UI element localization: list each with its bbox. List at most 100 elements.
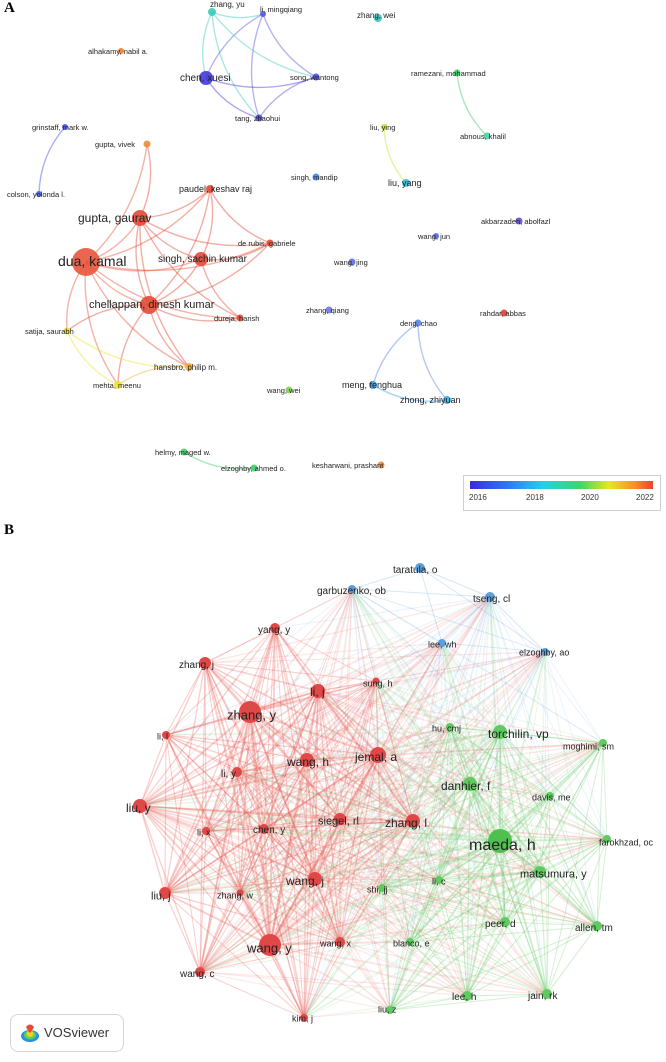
- author-node[interactable]: [260, 11, 266, 17]
- author-node[interactable]: [36, 191, 42, 197]
- author-node[interactable]: [515, 217, 523, 225]
- author-node[interactable]: [266, 239, 274, 247]
- author-node[interactable]: [312, 173, 320, 181]
- author-node[interactable]: [348, 258, 356, 266]
- citation-link: [236, 771, 506, 923]
- author-node[interactable]: [381, 124, 387, 130]
- citation-link: [339, 726, 451, 943]
- citation-link: [314, 871, 541, 880]
- cited-author-node[interactable]: [541, 648, 549, 656]
- coauthor-link: [85, 261, 190, 368]
- vosviewer-badge[interactable]: VOSviewer: [10, 1014, 124, 1052]
- cited-author-node[interactable]: [370, 747, 386, 763]
- citation-link: [249, 651, 546, 713]
- cited-author-node[interactable]: [300, 753, 314, 767]
- author-node[interactable]: [118, 48, 124, 54]
- author-node[interactable]: [143, 140, 151, 148]
- citation-link: [269, 596, 491, 946]
- cited-author-node[interactable]: [493, 725, 507, 739]
- cited-author-node[interactable]: [335, 937, 345, 947]
- cited-author-node[interactable]: [438, 639, 446, 647]
- cited-author-node[interactable]: [500, 917, 510, 927]
- cited-author-node[interactable]: [270, 623, 280, 633]
- cited-author-node[interactable]: [435, 876, 443, 884]
- cited-author-label: kim, j: [292, 1014, 313, 1024]
- author-node[interactable]: [285, 386, 293, 394]
- cited-author-node[interactable]: [378, 884, 386, 892]
- cited-author-node[interactable]: [232, 767, 242, 777]
- author-node[interactable]: [374, 14, 382, 22]
- author-node[interactable]: [377, 461, 385, 469]
- cited-author-node[interactable]: [259, 824, 269, 834]
- author-node[interactable]: [312, 73, 320, 81]
- author-node[interactable]: [114, 381, 122, 389]
- author-node[interactable]: [72, 248, 100, 276]
- author-node[interactable]: [236, 314, 244, 322]
- author-node[interactable]: [185, 363, 193, 371]
- author-node[interactable]: [402, 179, 410, 187]
- citation-link: [164, 731, 501, 894]
- cited-author-node[interactable]: [159, 887, 171, 899]
- author-node[interactable]: [132, 210, 148, 226]
- cited-author-node[interactable]: [534, 866, 546, 878]
- cited-author-node[interactable]: [236, 889, 244, 897]
- author-node[interactable]: [255, 114, 263, 122]
- author-node[interactable]: [199, 71, 213, 85]
- citation-link: [351, 567, 421, 590]
- cited-author-node[interactable]: [599, 739, 607, 747]
- author-node[interactable]: [250, 464, 258, 472]
- cited-author-node[interactable]: [202, 827, 210, 835]
- author-node[interactable]: [483, 132, 491, 140]
- author-node[interactable]: [453, 69, 461, 77]
- author-node[interactable]: [369, 381, 377, 389]
- citation-link: [504, 871, 541, 923]
- cited-author-node[interactable]: [462, 991, 472, 1001]
- cited-author-node[interactable]: [542, 989, 552, 999]
- cited-author-node[interactable]: [406, 814, 420, 828]
- cited-author-node[interactable]: [308, 872, 322, 886]
- citation-link: [377, 754, 501, 842]
- citation-link: [438, 871, 541, 881]
- cited-author-node[interactable]: [485, 592, 495, 602]
- cited-author-node[interactable]: [415, 563, 425, 573]
- cited-author-node[interactable]: [488, 829, 512, 853]
- cited-author-node[interactable]: [603, 835, 611, 843]
- author-node[interactable]: [63, 327, 71, 335]
- citation-link: [351, 588, 604, 744]
- cited-author-node[interactable]: [311, 684, 325, 698]
- cited-author-node[interactable]: [239, 701, 261, 723]
- citation-link: [539, 742, 604, 873]
- author-node[interactable]: [325, 306, 333, 314]
- author-node[interactable]: [62, 124, 68, 130]
- author-node[interactable]: [194, 252, 208, 266]
- cited-author-node[interactable]: [259, 934, 281, 956]
- citation-link: [409, 921, 506, 943]
- author-node[interactable]: [180, 448, 188, 456]
- cited-author-node[interactable]: [446, 723, 454, 731]
- author-node[interactable]: [208, 8, 216, 16]
- citation-link: [499, 840, 506, 923]
- cited-author-node[interactable]: [300, 1014, 308, 1022]
- cited-author-node[interactable]: [133, 799, 147, 813]
- cited-author-node[interactable]: [386, 1006, 394, 1014]
- cited-author-node[interactable]: [546, 792, 554, 800]
- author-label: wang, wei: [266, 386, 301, 395]
- cited-author-node[interactable]: [195, 967, 205, 977]
- cited-author-node[interactable]: [199, 657, 211, 669]
- citation-link: [139, 804, 501, 843]
- author-node[interactable]: [206, 185, 214, 193]
- author-node[interactable]: [140, 296, 158, 314]
- cited-author-node[interactable]: [406, 938, 414, 946]
- citation-link: [339, 871, 541, 943]
- cited-author-node[interactable]: [334, 813, 346, 825]
- cited-author-node[interactable]: [348, 585, 356, 593]
- author-node[interactable]: [443, 396, 451, 404]
- citation-link: [381, 596, 491, 889]
- author-node[interactable]: [414, 319, 422, 327]
- cited-author-node[interactable]: [162, 731, 170, 739]
- author-node[interactable]: [433, 233, 439, 239]
- author-node[interactable]: [500, 309, 508, 317]
- cited-author-node[interactable]: [592, 921, 602, 931]
- cited-author-node[interactable]: [372, 677, 380, 685]
- cited-author-node[interactable]: [463, 777, 477, 791]
